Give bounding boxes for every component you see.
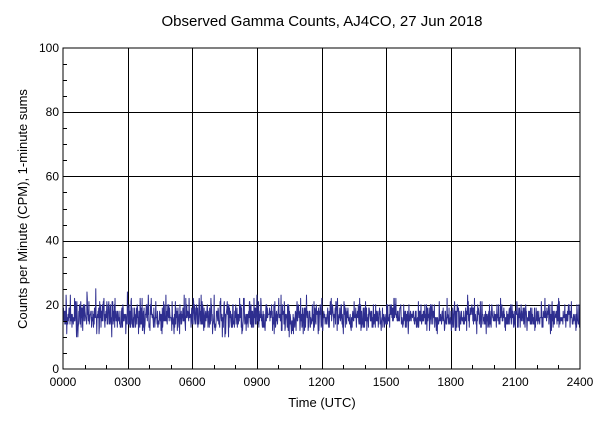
x-tick-label: 0000 xyxy=(50,375,77,389)
series-line-0 xyxy=(62,288,581,338)
y-tick-label: 60 xyxy=(46,169,60,183)
x-axis-label: Time (UTC) xyxy=(288,395,355,410)
minor-ticks xyxy=(63,64,559,369)
y-tick-label: 20 xyxy=(46,298,60,312)
y-tick-label: 40 xyxy=(46,234,60,248)
x-tick-label: 2400 xyxy=(567,375,594,389)
x-tick-label: 1500 xyxy=(373,375,400,389)
y-tick-label: 0 xyxy=(52,362,59,376)
y-tick-labels: 0 20 40 60 80 100 xyxy=(39,41,59,376)
plot-frame xyxy=(62,47,581,370)
x-tick-label: 0900 xyxy=(244,375,271,389)
x-tick-label: 1800 xyxy=(437,375,464,389)
x-tick-label: 0300 xyxy=(114,375,141,389)
chart-title: Observed Gamma Counts, AJ4CO, 27 Jun 201… xyxy=(162,13,483,30)
y-axis-label: Counts per Minute (CPM), 1-minute sums xyxy=(15,89,30,329)
x-tick-label: 1200 xyxy=(308,375,335,389)
x-tick-label: 0600 xyxy=(179,375,206,389)
x-tick-labels: 0000 0300 0600 0900 1200 1500 1800 2100 2400 xyxy=(50,375,594,389)
y-tick-label: 80 xyxy=(46,105,60,119)
x-tick-label: 2100 xyxy=(502,375,529,389)
series-layer xyxy=(62,288,581,338)
gridlines xyxy=(63,48,580,369)
y-tick-label: 100 xyxy=(39,41,59,55)
